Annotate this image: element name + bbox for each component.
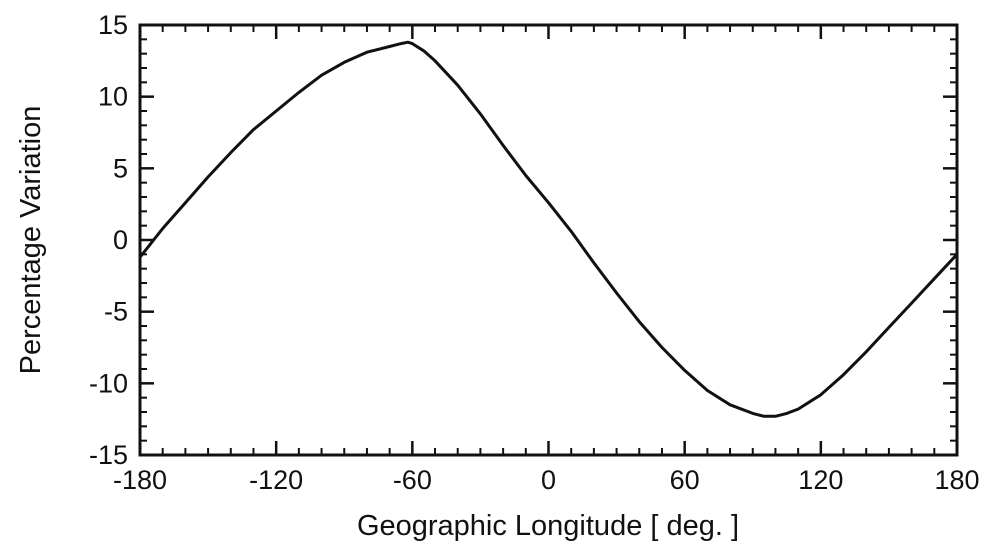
y-tick-label: -15 xyxy=(89,440,128,470)
y-tick-label: 5 xyxy=(113,153,128,183)
x-tick-label: 180 xyxy=(934,465,979,495)
x-tick-label: 0 xyxy=(541,465,556,495)
x-tick-label: -180 xyxy=(113,465,167,495)
x-tick-label: -60 xyxy=(393,465,432,495)
series-layer xyxy=(138,40,959,418)
y-tick-label: 10 xyxy=(98,82,128,112)
y-tick-labels: -15 -10 -5 0 5 10 15 xyxy=(89,10,128,470)
x-tick-labels: -180 -120 -60 0 60 120 180 xyxy=(113,465,980,495)
y-tick-label: -5 xyxy=(104,297,128,327)
y-tick-label: 0 xyxy=(113,225,128,255)
x-axis-title: Geographic Longitude [ deg. ] xyxy=(357,510,739,542)
x-tick-label: -120 xyxy=(249,465,303,495)
x-tick-label: 60 xyxy=(670,465,700,495)
minor-ticks xyxy=(140,25,957,455)
y-tick-label: -10 xyxy=(89,368,128,398)
series-line xyxy=(138,40,959,418)
y-axis-title: Percentage Variation xyxy=(15,106,47,375)
major-ticks xyxy=(138,23,959,457)
x-tick-label: 120 xyxy=(798,465,843,495)
plot-frame xyxy=(138,23,959,457)
y-tick-label: 15 xyxy=(98,10,128,40)
